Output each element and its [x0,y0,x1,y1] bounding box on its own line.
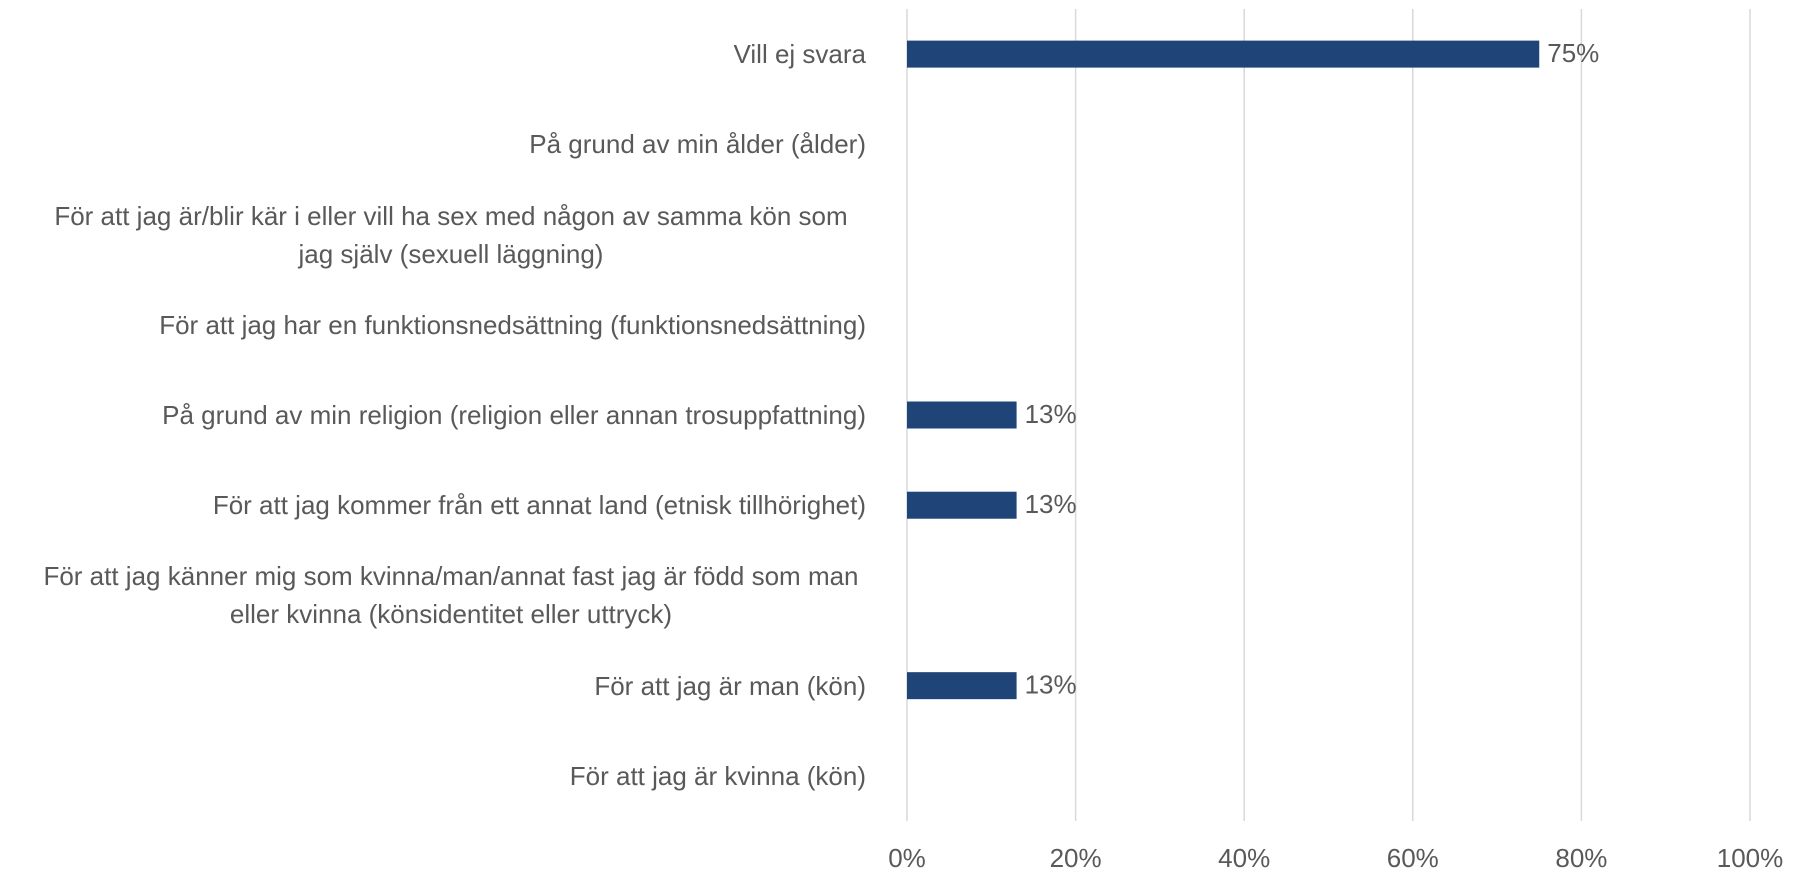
category-label: På grund av min religion (religion eller… [0,370,866,460]
category-label: Vill ej svara [0,9,866,99]
category-text: För att jag har en funktionsnedsättning … [159,309,866,340]
category-label: För att jag är/blir kär i eller vill ha … [0,190,866,280]
category-label: För att jag kommer från ett annat land (… [0,460,866,550]
x-tick-label: 20% [1050,843,1102,873]
category-text: För att jag känner mig som kvinna/man/an… [43,561,859,630]
category-text: På grund av min religion (religion eller… [162,400,866,430]
x-tick-label: 0% [888,843,926,873]
x-tick-label: 40% [1218,843,1270,873]
category-text: På grund av min ålder (ålder) [529,129,866,160]
category-label: På grund av min ålder (ålder) [0,99,866,189]
value-label: 13% [1025,399,1077,429]
value-label: 13% [1025,670,1077,700]
value-label: 75% [1547,38,1599,68]
x-tick-label: 80% [1555,843,1607,873]
value-label: 13% [1025,489,1077,519]
category-label: För att jag har en funktionsnedsättning … [0,280,866,370]
bar [907,40,1540,68]
bar [907,491,1017,519]
category-text: För att jag är/blir kär i eller vill ha … [54,200,848,269]
category-text: För att jag är kvinna (kön) [569,760,866,791]
bar [907,672,1017,700]
category-text: För att jag är man (kön) [594,670,866,701]
category-text: För att jag kommer från ett annat land (… [212,490,866,521]
x-tick-label: 100% [1717,843,1784,873]
bar [907,401,1017,429]
category-text: Vill ej svara [733,39,866,70]
category-label: För att jag är kvinna (kön) [0,731,866,821]
category-label: För att jag är man (kön) [0,641,866,731]
x-tick-label: 60% [1387,843,1439,873]
category-label: För att jag känner mig som kvinna/man/an… [0,550,866,640]
